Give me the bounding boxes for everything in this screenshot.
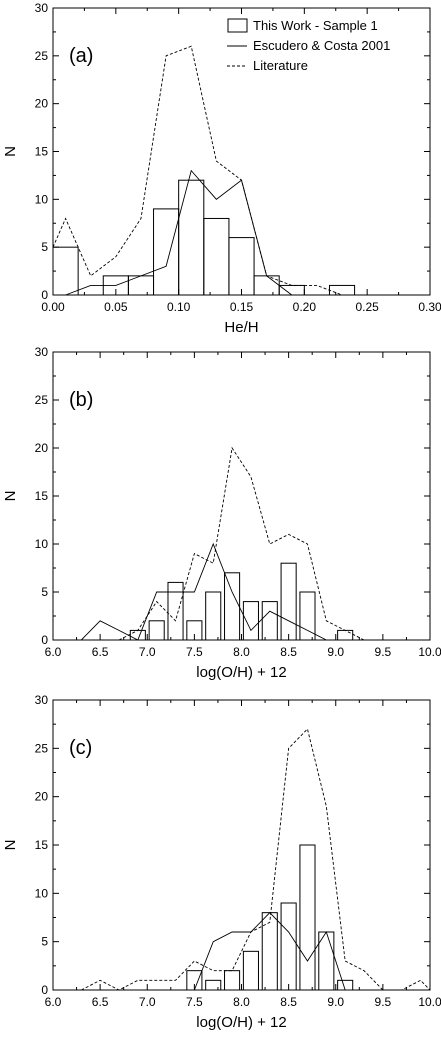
x-tick-label: 0.10 (167, 300, 191, 314)
histogram-bar (261, 912, 278, 991)
y-tick-label: 15 (35, 489, 49, 503)
histogram-bar (280, 902, 297, 991)
histogram-bar (153, 208, 180, 296)
panel-label: (c) (69, 737, 92, 759)
y-tick-label: 30 (35, 693, 49, 707)
plot-frame (52, 351, 431, 641)
x-tick-label: 9.5 (375, 995, 392, 1009)
y-tick-label: 25 (35, 49, 49, 63)
x-tick-label: 6.0 (45, 995, 62, 1009)
chart-panel-1: 0.00 0.05 0.10 0.15 0.20 0.25 0.30 0 5 10 15 20 25 30… (2, 1, 441, 336)
histogram-bar (299, 844, 316, 991)
x-tick-label: 9.0 (327, 645, 344, 659)
y-tick-label: 0 (41, 633, 48, 647)
x-tick-label: 8.5 (280, 995, 297, 1009)
y-axis-title: N (2, 840, 19, 851)
x-tick-label: 0.00 (41, 300, 65, 314)
x-tick-label: 8.5 (280, 645, 297, 659)
legend-solid-label: Escudero & Costa 2001 (253, 38, 390, 53)
y-tick-label: 0 (41, 983, 48, 997)
y-tick-label: 20 (35, 97, 49, 111)
histogram-bar (167, 581, 184, 641)
x-tick-label: 0.25 (355, 300, 379, 314)
histogram-bar (328, 284, 356, 296)
x-axis-title: log(O/H) + 12 (196, 1014, 286, 1031)
x-tick-label: 10.0 (418, 995, 441, 1009)
x-tick-label: 6.0 (45, 645, 62, 659)
y-axis-title: N (2, 146, 19, 157)
chart-panel-2: 6.0 6.5 7.0 7.5 8.0 8.5 9.0 9.5 10.0 0 5 10 15 20 25 30… (2, 345, 441, 681)
y-tick-label: 30 (35, 345, 49, 359)
y-axis-title: N (2, 491, 19, 502)
x-tick-label: 7.5 (186, 995, 203, 1009)
y-tick-label: 10 (35, 537, 49, 551)
x-tick-label: 7.0 (139, 995, 156, 1009)
y-tick-label: 15 (35, 838, 49, 852)
legend-dashed-label: Literature (253, 58, 308, 73)
x-axis-title: He/H (224, 319, 258, 336)
histogram-bar (148, 620, 165, 641)
literature-line (52, 45, 343, 296)
x-tick-label: 9.5 (375, 645, 392, 659)
x-axis-title: log(O/H) + 12 (196, 664, 286, 681)
y-tick-label: 20 (35, 441, 49, 455)
histogram-bar (178, 179, 205, 296)
histogram-bar (337, 629, 354, 641)
chart-panel-3: 6.0 6.5 7.0 7.5 8.0 8.5 9.0 9.5 10.0 0 5 10 15 20 25 30… (2, 693, 441, 1031)
y-tick-label: 25 (35, 741, 49, 755)
x-tick-label: 10.0 (418, 645, 441, 659)
histogram-bar (129, 629, 146, 641)
x-tick-label: 0.20 (293, 300, 317, 314)
plot-frame (52, 699, 431, 991)
y-tick-label: 15 (35, 145, 49, 159)
histogram-bar (242, 950, 259, 991)
x-tick-label: 0.15 (230, 300, 254, 314)
y-tick-label: 5 (41, 585, 48, 599)
x-tick-label: 6.5 (92, 995, 109, 1009)
histogram-bar (278, 284, 305, 296)
histogram-bar (280, 562, 297, 641)
y-tick-label: 5 (41, 935, 48, 949)
x-tick-label: 7.0 (139, 645, 156, 659)
histogram-bar (203, 217, 230, 296)
x-tick-label: 8.0 (233, 645, 250, 659)
x-tick-label: 0.30 (418, 300, 441, 314)
histogram-bar (205, 979, 222, 991)
legend-bar-swatch (227, 18, 248, 33)
x-tick-label: 0.05 (104, 300, 128, 314)
histogram-bar (228, 237, 255, 296)
y-tick-label: 20 (35, 790, 49, 804)
x-tick-label: 7.5 (186, 645, 203, 659)
x-tick-label: 9.0 (327, 995, 344, 1009)
histogram-bar (52, 246, 79, 296)
histogram-bar (224, 970, 241, 991)
literature-line (118, 446, 365, 641)
literature-line (81, 728, 431, 991)
y-tick-label: 0 (41, 288, 48, 302)
legend: This Work - Sample 1 Escudero & Costa 200… (227, 18, 390, 73)
histogram-bar (224, 572, 241, 641)
histogram-bar (242, 601, 259, 641)
y-tick-label: 5 (41, 240, 48, 254)
panel-label: (a) (69, 45, 93, 67)
y-tick-label: 10 (35, 192, 49, 206)
x-tick-label: 6.5 (92, 645, 109, 659)
escudero-costa-line (80, 542, 327, 641)
escudero-costa-line (193, 912, 346, 991)
legend-bar-label: This Work - Sample 1 (253, 18, 378, 33)
y-tick-label: 30 (35, 1, 49, 15)
x-tick-label: 8.0 (233, 995, 250, 1009)
y-tick-label: 10 (35, 886, 49, 900)
y-tick-label: 25 (35, 393, 49, 407)
panel-label: (b) (69, 389, 93, 411)
histogram-bar (205, 591, 222, 641)
histogram-bar (261, 601, 278, 641)
